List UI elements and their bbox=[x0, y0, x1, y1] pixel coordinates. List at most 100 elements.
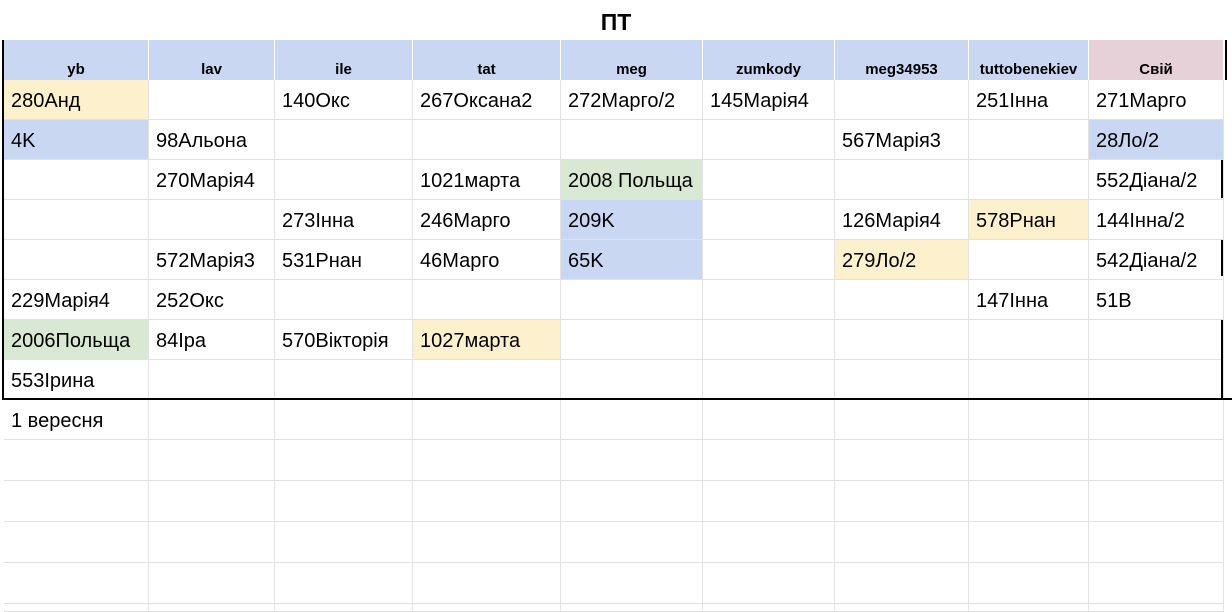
table-cell[interactable] bbox=[413, 360, 561, 400]
table-cell[interactable] bbox=[149, 80, 275, 120]
empty-cell[interactable] bbox=[4, 563, 149, 604]
table-cell[interactable]: 542Діана/2 bbox=[1089, 240, 1224, 280]
table-cell[interactable] bbox=[969, 120, 1089, 160]
table-cell[interactable]: 147Інна bbox=[969, 280, 1089, 320]
table-cell[interactable]: 84Іра bbox=[149, 320, 275, 360]
empty-cell[interactable] bbox=[703, 522, 835, 563]
empty-cell[interactable] bbox=[969, 563, 1089, 604]
table-cell[interactable] bbox=[703, 120, 835, 160]
table-cell[interactable]: 209K bbox=[561, 200, 703, 240]
empty-cell[interactable] bbox=[1089, 604, 1224, 612]
column-header-7[interactable]: tuttobenekiev bbox=[969, 40, 1089, 80]
empty-cell[interactable] bbox=[413, 604, 561, 612]
table-cell[interactable] bbox=[969, 360, 1089, 400]
table-cell[interactable] bbox=[561, 120, 703, 160]
empty-cell[interactable] bbox=[4, 604, 149, 612]
table-cell[interactable] bbox=[969, 320, 1089, 360]
table-cell[interactable]: 140Окс bbox=[275, 80, 413, 120]
table-cell[interactable] bbox=[835, 160, 969, 200]
table-cell[interactable]: 572Марія3 bbox=[149, 240, 275, 280]
table-cell[interactable] bbox=[835, 80, 969, 120]
empty-cell[interactable] bbox=[149, 563, 275, 604]
table-cell[interactable] bbox=[275, 120, 413, 160]
empty-cell[interactable] bbox=[275, 440, 413, 481]
empty-cell[interactable] bbox=[1089, 522, 1224, 563]
table-cell[interactable]: 2008 Польща bbox=[561, 160, 703, 200]
table-cell[interactable]: 252Окс bbox=[149, 280, 275, 320]
table-cell[interactable]: 553Ірина bbox=[4, 360, 149, 400]
empty-cell[interactable] bbox=[275, 604, 413, 612]
empty-cell[interactable] bbox=[835, 563, 969, 604]
empty-cell[interactable] bbox=[561, 604, 703, 612]
column-header-4[interactable]: meg bbox=[561, 40, 703, 80]
empty-cell[interactable] bbox=[275, 481, 413, 522]
empty-cell[interactable] bbox=[413, 400, 561, 440]
table-cell[interactable] bbox=[275, 280, 413, 320]
table-cell[interactable] bbox=[4, 240, 149, 280]
empty-cell[interactable] bbox=[835, 481, 969, 522]
column-header-6[interactable]: meg34953 bbox=[835, 40, 969, 80]
empty-cell[interactable] bbox=[835, 604, 969, 612]
table-cell[interactable]: 51В bbox=[1089, 280, 1224, 320]
column-header-3[interactable]: tat bbox=[413, 40, 561, 80]
table-cell[interactable]: 229Марія4 bbox=[4, 280, 149, 320]
table-cell[interactable]: 280Анд bbox=[4, 80, 149, 120]
empty-cell[interactable] bbox=[835, 400, 969, 440]
table-cell[interactable] bbox=[561, 320, 703, 360]
table-cell[interactable] bbox=[835, 360, 969, 400]
table-cell[interactable] bbox=[413, 120, 561, 160]
table-cell[interactable] bbox=[413, 280, 561, 320]
empty-cell[interactable] bbox=[275, 522, 413, 563]
table-cell[interactable] bbox=[149, 360, 275, 400]
empty-cell[interactable] bbox=[275, 563, 413, 604]
empty-cell[interactable] bbox=[1089, 563, 1224, 604]
empty-cell[interactable] bbox=[149, 604, 275, 612]
empty-cell[interactable] bbox=[969, 440, 1089, 481]
table-cell[interactable] bbox=[835, 320, 969, 360]
table-cell[interactable] bbox=[703, 160, 835, 200]
table-cell[interactable]: 144Інна/2 bbox=[1089, 200, 1224, 240]
empty-cell[interactable] bbox=[835, 522, 969, 563]
footer-note-cell[interactable]: 1 вересня bbox=[4, 400, 149, 440]
table-cell[interactable]: 270Марія4 bbox=[149, 160, 275, 200]
empty-cell[interactable] bbox=[1089, 400, 1224, 440]
table-cell[interactable]: 552Діана/2 bbox=[1089, 160, 1224, 200]
table-cell[interactable]: 4K bbox=[4, 120, 149, 160]
empty-cell[interactable] bbox=[413, 563, 561, 604]
table-cell[interactable]: 65K bbox=[561, 240, 703, 280]
table-cell[interactable]: 246Марго bbox=[413, 200, 561, 240]
empty-cell[interactable] bbox=[149, 522, 275, 563]
empty-cell[interactable] bbox=[703, 400, 835, 440]
empty-cell[interactable] bbox=[835, 440, 969, 481]
empty-cell[interactable] bbox=[969, 481, 1089, 522]
table-cell[interactable] bbox=[703, 320, 835, 360]
empty-cell[interactable] bbox=[561, 522, 703, 563]
empty-cell[interactable] bbox=[149, 400, 275, 440]
empty-cell[interactable] bbox=[275, 400, 413, 440]
column-header-0[interactable]: yb bbox=[4, 40, 149, 80]
column-header-5[interactable]: zumkody bbox=[703, 40, 835, 80]
table-cell[interactable] bbox=[969, 240, 1089, 280]
column-header-8[interactable]: Свій bbox=[1089, 40, 1224, 80]
table-cell[interactable] bbox=[703, 360, 835, 400]
empty-cell[interactable] bbox=[969, 400, 1089, 440]
table-cell[interactable]: 1027марта bbox=[413, 320, 561, 360]
empty-cell[interactable] bbox=[413, 440, 561, 481]
table-cell[interactable]: 567Марія3 bbox=[835, 120, 969, 160]
table-cell[interactable] bbox=[835, 280, 969, 320]
table-cell[interactable]: 98Альона bbox=[149, 120, 275, 160]
empty-cell[interactable] bbox=[703, 604, 835, 612]
empty-cell[interactable] bbox=[413, 481, 561, 522]
table-cell[interactable] bbox=[969, 160, 1089, 200]
table-cell[interactable]: 578Рнан bbox=[969, 200, 1089, 240]
empty-cell[interactable] bbox=[413, 522, 561, 563]
table-cell[interactable]: 267Оксана2 bbox=[413, 80, 561, 120]
empty-cell[interactable] bbox=[4, 440, 149, 481]
empty-cell[interactable] bbox=[703, 481, 835, 522]
empty-cell[interactable] bbox=[1089, 481, 1224, 522]
table-cell[interactable]: 28Ло/2 bbox=[1089, 120, 1224, 160]
table-cell[interactable] bbox=[149, 200, 275, 240]
table-cell[interactable]: 272Марго/2 bbox=[561, 80, 703, 120]
empty-cell[interactable] bbox=[1089, 440, 1224, 481]
column-header-1[interactable]: lav bbox=[149, 40, 275, 80]
